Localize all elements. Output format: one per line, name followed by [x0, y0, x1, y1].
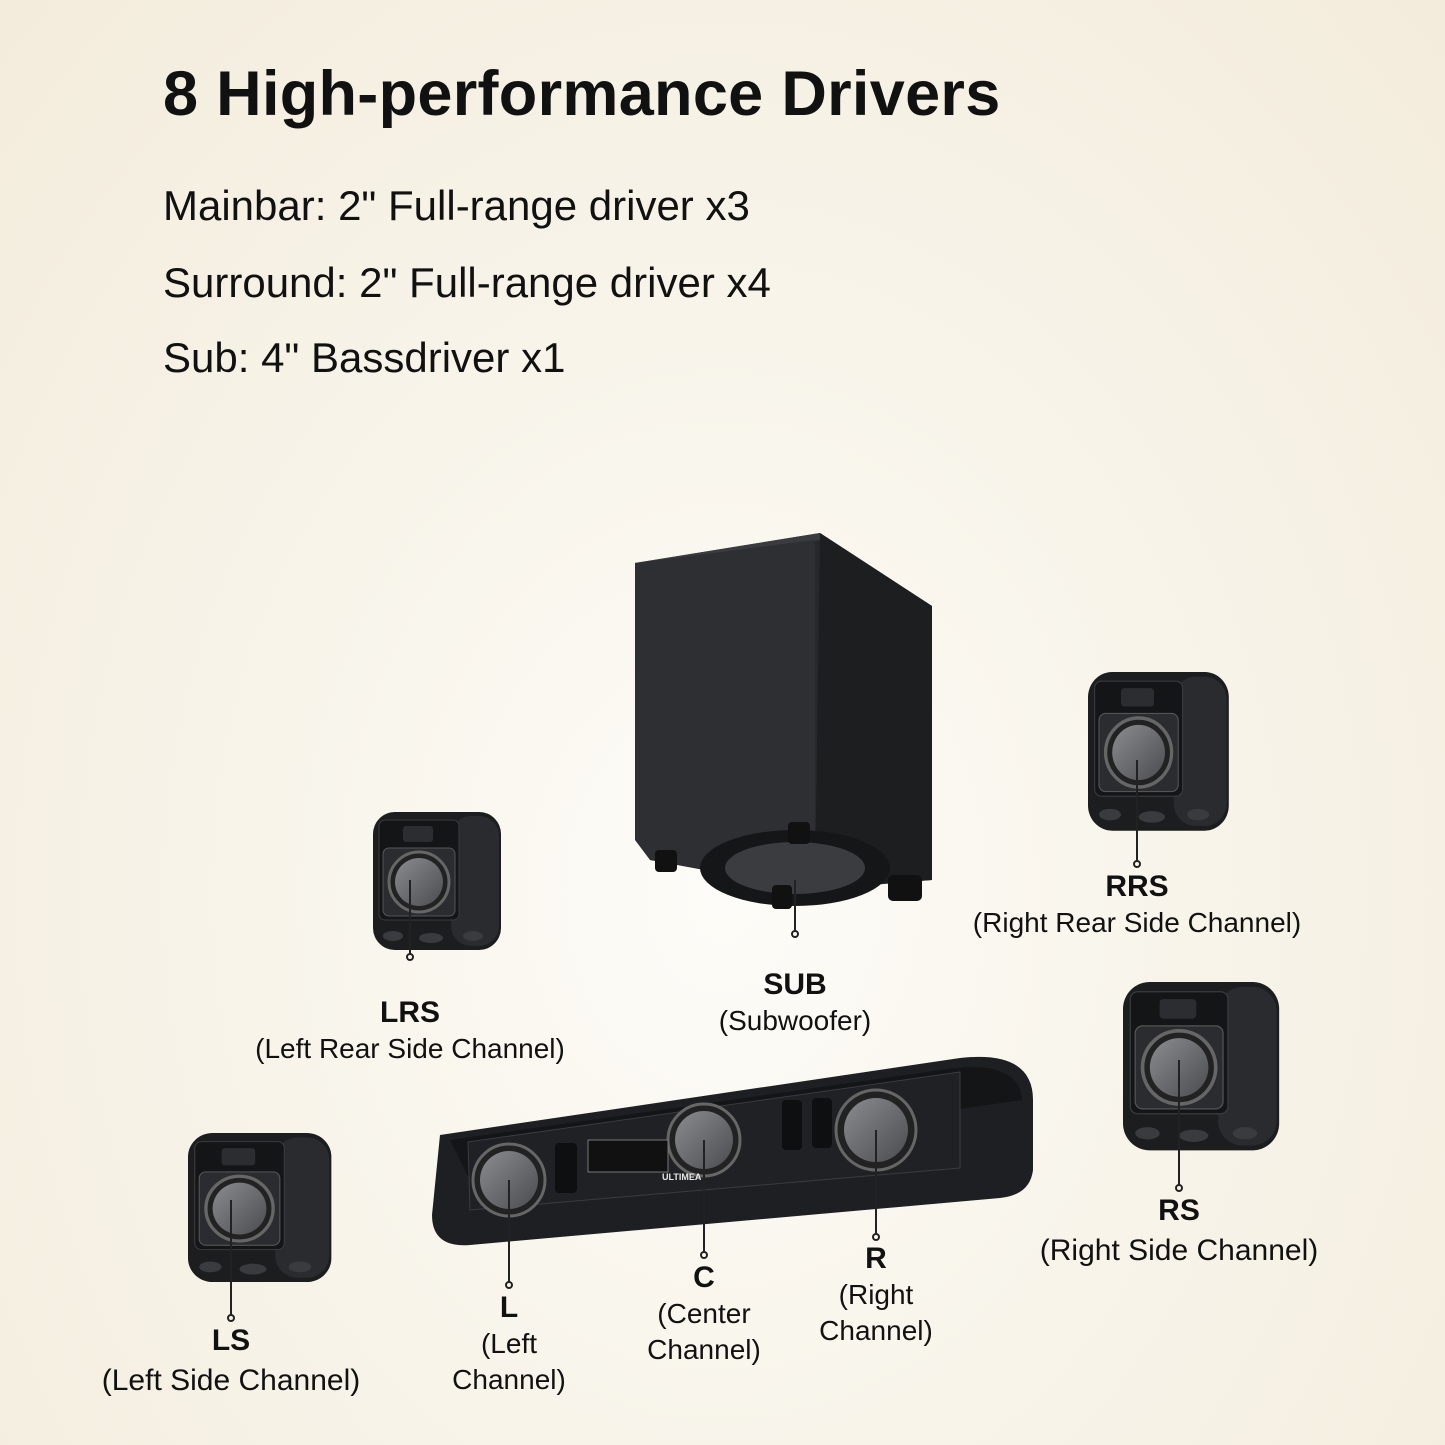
spec-sub: Sub: 4" Bassdriver x1 [163, 334, 566, 381]
speaker-rs [1121, 980, 1281, 1153]
label-c: C (Center Channel) [647, 1260, 761, 1368]
label-c-desc1: (Center [657, 1298, 751, 1329]
label-sub-desc: (Subwoofer) [718, 1005, 872, 1036]
label-rs: RS (Right Side Channel) [1040, 1193, 1318, 1273]
label-l-desc1: (Left [480, 1328, 538, 1359]
label-r-code: R [865, 1242, 887, 1275]
speaker-ls [186, 1131, 334, 1284]
page-title: 8 High-performance Drivers [163, 59, 1001, 129]
label-lrs-desc: (Left Rear Side Channel) [255, 1033, 565, 1064]
speaker-rrs [1086, 670, 1231, 833]
label-rs-code: RS [1158, 1194, 1200, 1227]
label-l: L (Left Channel) [452, 1290, 566, 1398]
label-r-desc2: Channel) [819, 1315, 933, 1346]
label-c-desc2: Channel) [647, 1334, 761, 1365]
label-r-desc1: (Right [838, 1279, 914, 1310]
label-r: R (Right Channel) [819, 1241, 933, 1349]
leader-lines [227, 760, 1183, 1322]
subwoofer [635, 533, 932, 909]
label-ls-code: LS [211, 1324, 251, 1357]
label-c-code: C [693, 1261, 715, 1294]
label-sub-code: SUB [763, 968, 827, 1001]
label-rrs: RRS (Right Rear Side Channel) [973, 869, 1301, 941]
label-l-code: L [499, 1291, 519, 1324]
label-l-desc2: Channel) [452, 1364, 566, 1395]
label-ls: LS (Left Side Channel) [102, 1323, 361, 1403]
label-ls-desc: (Left Side Channel) [101, 1364, 361, 1397]
label-rs-desc: (Right Side Channel) [1039, 1234, 1319, 1267]
label-lrs-code: LRS [379, 996, 440, 1029]
label-rrs-code: RRS [1105, 870, 1169, 903]
brand-logo: ULTIMEA [662, 1172, 702, 1182]
speaker-lrs [371, 810, 503, 952]
spec-surround: Surround: 2" Full-range driver x4 [163, 259, 771, 306]
label-rrs-desc: (Right Rear Side Channel) [972, 907, 1302, 938]
spec-mainbar: Mainbar: 2" Full-range driver x3 [163, 182, 750, 229]
soundbar: ULTIMEA [432, 1056, 1033, 1246]
label-lrs: LRS (Left Rear Side Channel) [255, 995, 565, 1067]
label-sub: SUB (Subwoofer) [719, 967, 872, 1039]
